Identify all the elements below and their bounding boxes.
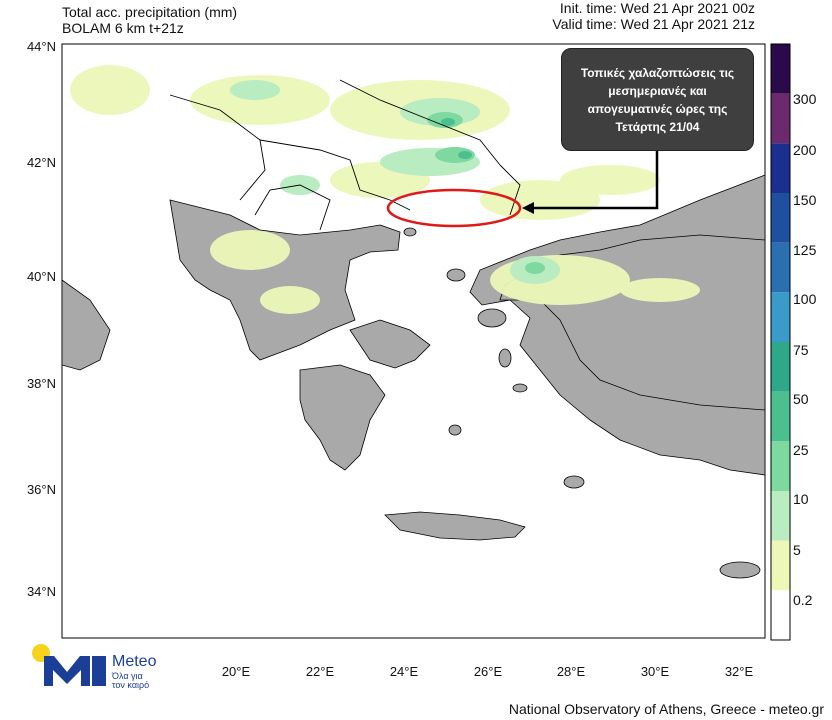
colorbar-swatch [771,491,790,541]
colorbar-label: 50 [793,391,809,407]
colorbar-swatch [771,193,790,243]
colorbar-swatch [771,143,790,193]
lat-label: 36°N [26,482,56,497]
naxos [448,424,462,436]
callout-arrow [530,151,659,210]
colorbar-swatch [771,540,790,591]
meteo-logo [32,644,106,686]
cyprus-edge [719,561,761,579]
lat-label: 42°N [26,155,56,170]
colorbar-swatch [771,44,790,94]
colorbar-swatch [771,93,790,144]
colorbar-label: 125 [793,242,817,258]
logo-tagline-line1: Όλα για [112,671,143,681]
annotation-callout: Τοπικές χαλαζοπτώσεις τις μεσημεριανές κ… [561,48,754,151]
annotation-text: Τοπικές χαλαζοπτώσεις τις μεσημεριανές κ… [580,65,735,134]
rhodes [563,475,585,489]
lon-label: 22°E [305,664,335,679]
colorbar-swatch [771,590,790,640]
lon-label: 20°E [221,664,251,679]
crete [384,511,526,541]
logo-tagline-line2: τον καιρό [112,680,150,690]
highlight-ellipse [386,188,522,228]
colorbar-border [770,43,791,641]
colorbar-swatch [771,342,790,392]
lat-label: 38°N [26,376,56,391]
evia-attica [349,319,431,369]
peloponnese [299,364,386,471]
logo-tagline: Όλα για τον καιρό [112,672,149,690]
colorbar-swatch [771,391,790,442]
colorbar-swatch [771,292,790,342]
footer-credit: National Observatory of Athens, Greece -… [508,701,824,717]
lon-label: 24°E [389,664,419,679]
lat-label: 44°N [26,39,56,54]
samos [512,383,528,393]
colorbar-label: 5 [793,542,801,558]
colorbar-label: 200 [793,142,817,158]
italy-landmass [61,44,111,371]
precip-intense [441,118,472,159]
init-time: Init. time: Wed 21 Apr 2021 00z [559,0,755,16]
country-borders [169,79,521,231]
lesvos [477,308,507,328]
map-title: Total acc. precipitation (mm) [62,4,238,20]
colorbar [770,43,791,641]
lon-label: 32°E [724,664,754,679]
colorbar-swatch [771,242,790,293]
colorbar-swatch [771,441,790,491]
lon-label: 28°E [556,664,586,679]
lat-label: 34°N [26,584,56,599]
valid-time: Valid time: Wed 21 Apr 2021 21z [552,16,755,32]
lon-label: 26°E [473,664,503,679]
lemnos [446,268,466,282]
lat-label: 40°N [26,269,56,284]
model-label: BOLAM 6 km t+21z [62,20,184,36]
colorbar-label: 75 [793,342,809,358]
logo-name: Meteo [112,653,157,670]
colorbar-label: 0.2 [793,592,813,608]
thasos [403,227,417,237]
chios [498,348,512,368]
lon-label: 30°E [640,664,670,679]
colorbar-label: 300 [793,91,817,107]
colorbar-label: 25 [793,442,809,458]
m-logo-icon [44,656,90,686]
islands [384,227,761,579]
colorbar-label: 150 [793,192,817,208]
colorbar-label: 10 [793,491,809,507]
colorbar-label: 100 [793,291,817,307]
arrow-head [522,202,534,214]
